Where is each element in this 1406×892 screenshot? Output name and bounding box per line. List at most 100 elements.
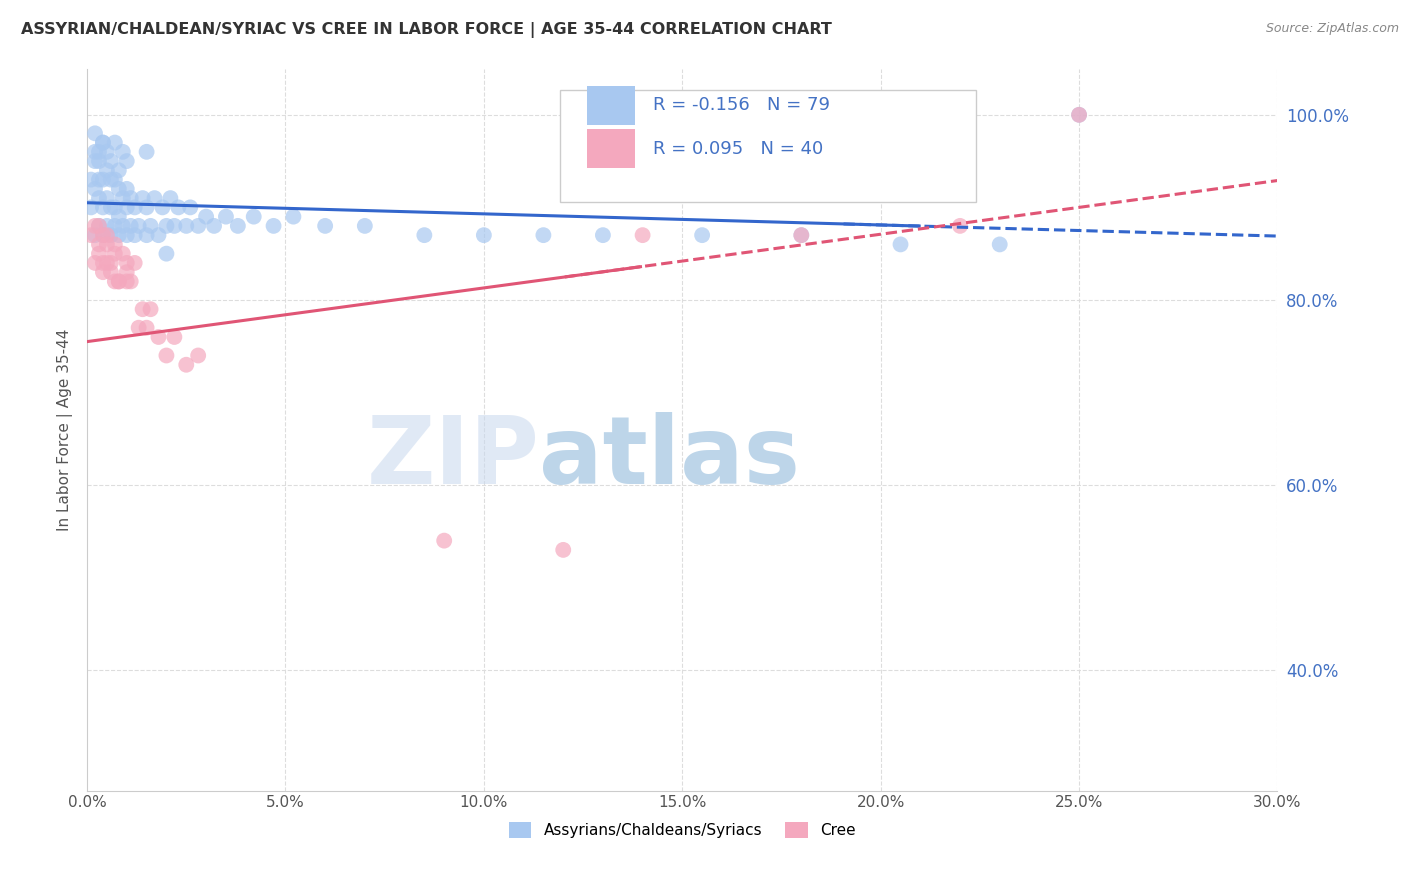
- Point: [553, 542, 575, 557]
- Text: ASSYRIAN/CHALDEAN/SYRIAC VS CREE IN LABOR FORCE | AGE 35-44 CORRELATION CHART: ASSYRIAN/CHALDEAN/SYRIAC VS CREE IN LABO…: [21, 22, 832, 38]
- Point: [96, 145, 118, 159]
- Point: [87, 237, 110, 252]
- Point: [104, 136, 127, 150]
- Point: [159, 191, 181, 205]
- FancyBboxPatch shape: [588, 86, 634, 125]
- Point: [135, 228, 157, 243]
- Point: [187, 219, 209, 233]
- Point: [353, 219, 375, 233]
- Point: [1067, 108, 1090, 122]
- Point: [87, 191, 110, 205]
- Point: [91, 228, 114, 243]
- Point: [104, 219, 127, 233]
- Point: [87, 145, 110, 159]
- Point: [631, 228, 654, 243]
- Point: [91, 136, 114, 150]
- Text: ZIP: ZIP: [367, 412, 540, 505]
- Point: [131, 191, 153, 205]
- Point: [135, 200, 157, 214]
- Point: [84, 228, 107, 243]
- Point: [949, 219, 972, 233]
- Point: [91, 136, 114, 150]
- Point: [80, 200, 103, 214]
- Point: [87, 246, 110, 260]
- Point: [314, 219, 336, 233]
- Point: [104, 275, 127, 289]
- Point: [174, 219, 197, 233]
- Point: [111, 145, 134, 159]
- Text: Source: ZipAtlas.com: Source: ZipAtlas.com: [1265, 22, 1399, 36]
- Point: [96, 191, 118, 205]
- Point: [108, 163, 131, 178]
- Point: [80, 228, 103, 243]
- Point: [226, 219, 249, 233]
- Point: [195, 210, 218, 224]
- Point: [139, 302, 162, 317]
- Point: [91, 256, 114, 270]
- Point: [115, 228, 138, 243]
- Point: [413, 228, 436, 243]
- FancyBboxPatch shape: [588, 129, 634, 169]
- Point: [167, 200, 190, 214]
- Point: [592, 228, 614, 243]
- Point: [104, 237, 127, 252]
- Text: R = -0.156   N = 79: R = -0.156 N = 79: [652, 96, 830, 114]
- Point: [104, 246, 127, 260]
- Point: [115, 200, 138, 214]
- Point: [96, 163, 118, 178]
- Point: [148, 228, 170, 243]
- Point: [100, 200, 122, 214]
- Point: [111, 219, 134, 233]
- Point: [100, 256, 122, 270]
- Point: [139, 219, 162, 233]
- Point: [87, 219, 110, 233]
- Point: [100, 228, 122, 243]
- Point: [100, 172, 122, 186]
- Point: [120, 191, 142, 205]
- Point: [472, 228, 495, 243]
- Text: R = 0.095   N = 40: R = 0.095 N = 40: [652, 140, 823, 158]
- Point: [152, 200, 174, 214]
- Point: [790, 228, 813, 243]
- Point: [790, 228, 813, 243]
- Point: [143, 191, 166, 205]
- Point: [179, 200, 201, 214]
- Point: [96, 228, 118, 243]
- Point: [135, 145, 157, 159]
- Point: [84, 256, 107, 270]
- Point: [104, 172, 127, 186]
- Point: [91, 172, 114, 186]
- Point: [120, 275, 142, 289]
- Point: [988, 237, 1011, 252]
- Point: [155, 349, 177, 363]
- Point: [174, 358, 197, 372]
- Point: [80, 172, 103, 186]
- Point: [124, 200, 146, 214]
- Point: [84, 154, 107, 169]
- Point: [108, 228, 131, 243]
- Point: [148, 330, 170, 344]
- Point: [155, 219, 177, 233]
- Point: [84, 219, 107, 233]
- Point: [120, 219, 142, 233]
- Point: [115, 265, 138, 279]
- Point: [187, 349, 209, 363]
- Point: [84, 126, 107, 140]
- Point: [163, 219, 186, 233]
- Point: [115, 182, 138, 196]
- Legend: Assyrians/Chaldeans/Syriacs, Cree: Assyrians/Chaldeans/Syriacs, Cree: [502, 816, 862, 845]
- Point: [111, 191, 134, 205]
- Text: atlas: atlas: [540, 412, 800, 505]
- Point: [690, 228, 713, 243]
- Point: [202, 219, 225, 233]
- Point: [96, 219, 118, 233]
- Point: [91, 265, 114, 279]
- Point: [108, 182, 131, 196]
- Point: [100, 265, 122, 279]
- Point: [124, 228, 146, 243]
- Point: [124, 256, 146, 270]
- Point: [242, 210, 264, 224]
- Point: [87, 219, 110, 233]
- Point: [104, 200, 127, 214]
- Point: [115, 154, 138, 169]
